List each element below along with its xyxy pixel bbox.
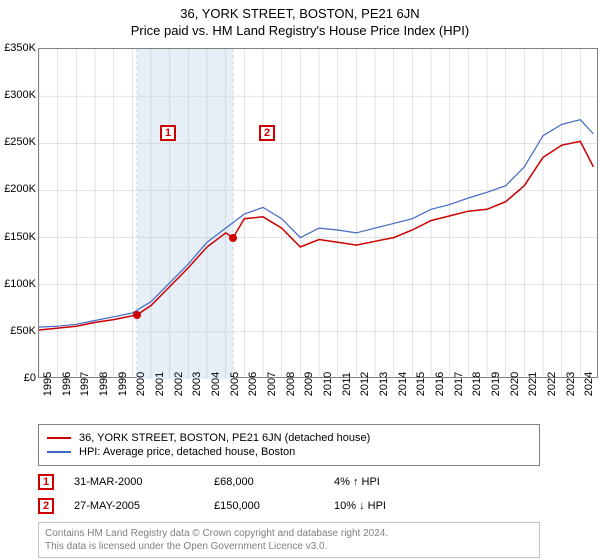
- legend-swatch: [47, 437, 71, 439]
- x-axis-tick-label: 1996: [61, 372, 73, 396]
- chart-container: 36, YORK STREET, BOSTON, PE21 6JN Price …: [0, 0, 600, 560]
- transaction-diff: 4% ↑ HPI: [334, 476, 380, 488]
- x-axis-tick-label: 2017: [453, 372, 465, 396]
- x-axis-tick-label: 2007: [266, 372, 278, 396]
- transaction-date: 27-MAY-2005: [74, 500, 194, 512]
- legend-item: HPI: Average price, detached house, Bost…: [47, 445, 531, 459]
- legend-label: HPI: Average price, detached house, Bost…: [79, 446, 295, 458]
- legend-item: 36, YORK STREET, BOSTON, PE21 6JN (detac…: [47, 431, 531, 445]
- credit-line-2: This data is licensed under the Open Gov…: [45, 540, 533, 553]
- legend: 36, YORK STREET, BOSTON, PE21 6JN (detac…: [38, 424, 540, 466]
- transaction-price: £150,000: [214, 500, 314, 512]
- chart-title: 36, YORK STREET, BOSTON, PE21 6JN: [0, 0, 600, 21]
- chart-plot-area: 12: [38, 48, 598, 378]
- chart-subtitle: Price paid vs. HM Land Registry's House …: [0, 21, 600, 38]
- x-axis-tick-label: 2011: [341, 372, 353, 396]
- transaction-marker-dot: [133, 311, 141, 319]
- x-axis-tick-label: 2009: [303, 372, 315, 396]
- x-axis-tick-label: 1995: [42, 372, 54, 396]
- transaction-row: 2 27-MAY-2005 £150,000 10% ↓ HPI: [38, 490, 540, 514]
- x-axis-tick-label: 1999: [117, 372, 129, 396]
- x-axis-tick-label: 2021: [527, 372, 539, 396]
- transaction-diff: 10% ↓ HPI: [334, 500, 386, 512]
- x-axis-tick-label: 2018: [471, 372, 483, 396]
- x-axis-tick-label: 2001: [154, 372, 166, 396]
- x-axis-tick-label: 2020: [509, 372, 521, 396]
- legend-swatch: [47, 451, 71, 453]
- x-axis-tick-label: 2016: [434, 372, 446, 396]
- x-axis-tick-label: 2024: [583, 372, 595, 396]
- x-axis-tick-label: 2022: [546, 372, 558, 396]
- x-axis-tick-label: 2023: [565, 372, 577, 396]
- x-axis-tick-label: 2015: [415, 372, 427, 396]
- y-axis-tick-label: £150K: [2, 231, 36, 243]
- x-axis-tick-label: 2004: [210, 372, 222, 396]
- y-axis-tick-label: £100K: [2, 278, 36, 290]
- transaction-marker-dot: [229, 234, 237, 242]
- transactions: 1 31-MAR-2000 £68,000 4% ↑ HPI 2 27-MAY-2005 £…: [0, 466, 600, 514]
- x-axis-tick-label: 2008: [285, 372, 297, 396]
- y-axis-tick-label: £0: [2, 372, 36, 384]
- y-axis-tick-label: £350K: [2, 42, 36, 54]
- x-axis-tick-label: 2006: [247, 372, 259, 396]
- legend-label: 36, YORK STREET, BOSTON, PE21 6JN (detac…: [79, 432, 370, 444]
- y-axis-tick-label: £250K: [2, 136, 36, 148]
- y-axis-tick-label: £300K: [2, 89, 36, 101]
- x-axis-tick-label: 2013: [378, 372, 390, 396]
- x-axis-tick-label: 2000: [135, 372, 147, 396]
- transaction-badge: 2: [259, 125, 275, 141]
- transaction-badge: 2: [38, 498, 54, 514]
- x-axis-tick-label: 2014: [397, 372, 409, 396]
- y-axis-tick-label: £50K: [2, 325, 36, 337]
- x-axis-tick-label: 2019: [490, 372, 502, 396]
- transaction-badge: 1: [160, 125, 176, 141]
- x-axis-tick-label: 2002: [173, 372, 185, 396]
- x-axis-tick-label: 2005: [229, 372, 241, 396]
- chart-series: [39, 49, 599, 379]
- x-axis-tick-label: 1998: [98, 372, 110, 396]
- credit-box: Contains HM Land Registry data © Crown c…: [38, 522, 540, 558]
- transaction-badge: 1: [38, 474, 54, 490]
- transaction-date: 31-MAR-2000: [74, 476, 194, 488]
- x-axis-tick-label: 2003: [191, 372, 203, 396]
- y-axis-tick-label: £200K: [2, 183, 36, 195]
- x-axis-tick-label: 2012: [359, 372, 371, 396]
- transaction-price: £68,000: [214, 476, 314, 488]
- credit-line-1: Contains HM Land Registry data © Crown c…: [45, 527, 533, 540]
- transaction-row: 1 31-MAR-2000 £68,000 4% ↑ HPI: [38, 466, 540, 490]
- x-axis-tick-label: 2010: [322, 372, 334, 396]
- x-axis-tick-label: 1997: [79, 372, 91, 396]
